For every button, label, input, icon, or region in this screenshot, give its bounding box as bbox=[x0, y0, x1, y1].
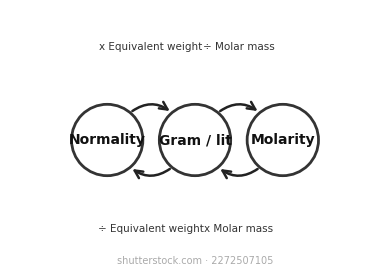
Text: Gram / lit: Gram / lit bbox=[159, 133, 231, 147]
Text: ÷ Molar mass: ÷ Molar mass bbox=[203, 42, 275, 52]
Text: Molarity: Molarity bbox=[250, 133, 315, 147]
Text: x Molar mass: x Molar mass bbox=[204, 224, 273, 234]
Circle shape bbox=[160, 104, 230, 176]
Text: ÷ Equivalent weight: ÷ Equivalent weight bbox=[98, 224, 204, 234]
Circle shape bbox=[247, 104, 319, 176]
Circle shape bbox=[71, 104, 143, 176]
Text: shutterstock.com · 2272507105: shutterstock.com · 2272507105 bbox=[117, 256, 273, 266]
Text: x Equivalent weight: x Equivalent weight bbox=[99, 42, 203, 52]
Text: Normality: Normality bbox=[69, 133, 145, 147]
